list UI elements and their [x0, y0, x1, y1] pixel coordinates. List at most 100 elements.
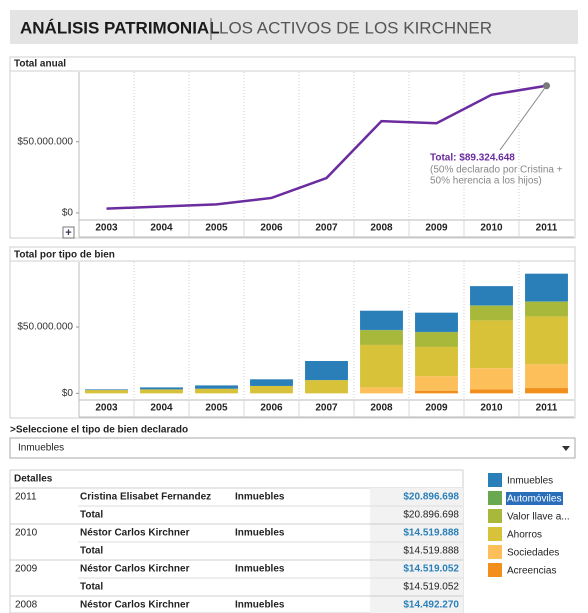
cell-name: Néstor Carlos Kirchner: [80, 564, 190, 575]
bar-segment: [140, 389, 183, 394]
bar-segment: [470, 286, 513, 306]
bar-segment: [85, 389, 128, 391]
bar-segment: [525, 316, 568, 365]
x-tick-label: 2010: [480, 403, 503, 414]
cell-type: Inmuebles: [235, 564, 285, 575]
bar-segment: [140, 387, 183, 390]
legend-label[interactable]: Valor llave a...: [507, 512, 570, 523]
x-tick-label: 2004: [150, 403, 173, 414]
bar-segment: [470, 368, 513, 390]
annotation-total: Total: $89.324.648: [430, 153, 515, 164]
x-tick-label: 2008: [370, 403, 393, 414]
x-tick-label: 2007: [315, 223, 338, 234]
legend-label[interactable]: Ahorros: [507, 530, 542, 541]
legend-label[interactable]: Inmuebles: [507, 476, 553, 487]
legend-swatch[interactable]: [488, 527, 502, 541]
x-tick-label: 2003: [95, 403, 118, 414]
filter-value[interactable]: Inmuebles: [18, 443, 64, 454]
bar-segment: [305, 360, 348, 381]
cell-value: $20.896.698: [403, 492, 459, 503]
bar-segment: [85, 390, 128, 394]
panel-title: Total anual: [14, 59, 66, 70]
y-tick-label: $0: [62, 388, 74, 399]
bar-segment: [360, 344, 403, 388]
x-tick-label: 2005: [205, 223, 228, 234]
legend-highlight: [506, 492, 563, 505]
bar-segment: [415, 312, 458, 332]
bar-segment: [195, 385, 238, 389]
cell-name: Cristina Elisabet Fernandez: [80, 492, 211, 503]
cell-total-label: Total: [80, 546, 103, 557]
cell-value: $14.519.888: [403, 528, 459, 539]
cell-type: Inmuebles: [235, 528, 285, 539]
bar-segment: [525, 301, 568, 317]
bar-segment: [305, 380, 348, 394]
filter-arrow[interactable]: [562, 446, 570, 451]
bar-segment: [525, 273, 568, 302]
annotation-note: (50% declarado por Cristina +: [430, 165, 563, 176]
value-column: [370, 488, 463, 613]
header-title: ANÁLISIS PATRIMONIAL: [20, 18, 220, 37]
y-tick-label: $50.000.000: [17, 136, 73, 147]
bar-segment: [470, 305, 513, 321]
cell-total: $20.896.698: [403, 510, 459, 521]
expand-button[interactable]: [62, 226, 75, 239]
bar-segment: [360, 310, 403, 330]
legend-swatch[interactable]: [488, 509, 502, 523]
cell-total: $14.519.052: [403, 582, 459, 593]
cell-year: 2010: [15, 528, 38, 539]
bar-segment: [525, 364, 568, 389]
x-tick-label: 2010: [480, 223, 503, 234]
bar-segment: [250, 379, 293, 386]
annotation-leader: [499, 85, 547, 151]
cell-value: $14.519.052: [403, 564, 459, 575]
bar-segment: [415, 346, 458, 377]
legend-swatch[interactable]: [488, 545, 502, 559]
legend-label[interactable]: Acreencias: [507, 566, 556, 577]
legend-swatch[interactable]: [488, 563, 502, 577]
bar-segment: [525, 388, 568, 394]
legend-label[interactable]: Automóviles: [507, 494, 561, 505]
x-tick-label: 2006: [260, 403, 283, 414]
x-tick-label: 2007: [315, 403, 338, 414]
x-tick-label: 2003: [95, 223, 118, 234]
cell-name: Néstor Carlos Kirchner: [80, 528, 190, 539]
x-tick-label: 2005: [205, 403, 228, 414]
bar-segment: [360, 387, 403, 394]
x-tick-label: 2006: [260, 223, 283, 234]
header-subtitle: LOS ACTIVOS DE LOS KIRCHNER: [219, 18, 492, 37]
bar-segment: [470, 389, 513, 394]
x-tick-label: 2011: [536, 223, 558, 234]
bar-segment: [250, 385, 293, 394]
legend-swatch[interactable]: [488, 491, 502, 505]
panel-title: Total por tipo de bien: [14, 250, 115, 261]
x-tick-label: 2011: [536, 403, 558, 414]
cell-year: 2008: [15, 600, 38, 611]
filter-label: >Seleccione el tipo de bien declarado: [10, 425, 188, 436]
expand-button-icon: +: [65, 227, 71, 239]
legend-swatch[interactable]: [488, 473, 502, 487]
filter-select[interactable]: [9, 437, 576, 459]
x-tick-label: 2009: [425, 223, 448, 234]
bar-segment: [470, 320, 513, 369]
cell-type: Inmuebles: [235, 492, 285, 503]
legend-label[interactable]: Sociedades: [507, 548, 559, 559]
line-series: [106, 84, 547, 210]
x-tick-label: 2009: [425, 403, 448, 414]
annotation-note: 50% herencia a los hijos): [430, 176, 542, 187]
header-bar: [10, 10, 578, 44]
cell-year: 2011: [15, 492, 37, 503]
cell-total-label: Total: [80, 582, 103, 593]
cell-year: 2009: [15, 564, 38, 575]
x-tick-label: 2004: [150, 223, 173, 234]
cell-name: Néstor Carlos Kirchner: [80, 600, 190, 611]
cell-value: $14.492.270: [403, 600, 459, 611]
y-tick-label: $0: [62, 208, 74, 219]
bar-segment: [415, 390, 458, 394]
cell-total: $14.519.888: [403, 546, 459, 557]
bar-segment: [360, 330, 403, 345]
cell-total-label: Total: [80, 510, 103, 521]
panel: [9, 56, 576, 239]
details-title: Detalles: [14, 474, 53, 485]
